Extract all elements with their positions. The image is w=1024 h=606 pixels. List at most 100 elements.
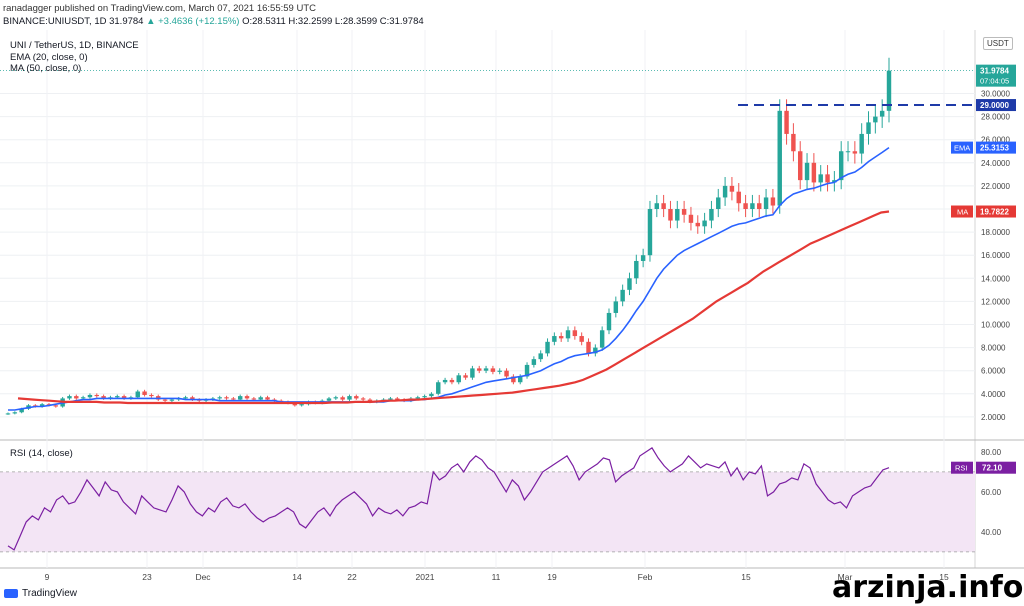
- candle: [558, 336, 564, 339]
- candle: [292, 403, 298, 406]
- time-tick-label: 9: [45, 572, 50, 582]
- time-tick-label: Mar: [838, 572, 853, 582]
- candle: [613, 301, 619, 313]
- legend-ema: EMA (20, close, 0): [10, 51, 88, 63]
- candle: [39, 404, 45, 407]
- candle: [545, 341, 550, 354]
- candle: [115, 396, 120, 398]
- time-tick-label: 15: [939, 572, 949, 582]
- candle: [709, 209, 714, 221]
- candle: [886, 70, 892, 111]
- candle: [251, 398, 257, 400]
- candle: [483, 368, 489, 371]
- candle: [695, 222, 700, 227]
- candle: [634, 260, 639, 279]
- candle: [688, 214, 694, 223]
- candle: [477, 368, 482, 371]
- candles: [5, 57, 892, 415]
- rsi-band: [0, 471, 975, 552]
- candle: [360, 398, 366, 400]
- rsi-tag-bg: [951, 461, 973, 474]
- candle: [429, 393, 434, 397]
- tradingview-logo[interactable]: TradingView: [4, 588, 77, 599]
- time-tick-label: Feb: [638, 572, 653, 582]
- time-tick-label: 22: [347, 572, 357, 582]
- candle: [804, 162, 810, 181]
- candle: [101, 396, 106, 399]
- candle: [743, 203, 748, 209]
- candle: [463, 375, 468, 378]
- candle: [750, 203, 755, 209]
- candle: [675, 209, 680, 221]
- candle: [565, 330, 571, 339]
- candle: [531, 359, 537, 365]
- candle: [647, 209, 653, 256]
- symbol-name: BINANCE:UNIUSDT, 1D: [3, 16, 107, 27]
- legend-ma: MA (50, close, 0): [10, 63, 82, 74]
- candle: [572, 330, 578, 337]
- last-price: 31.9784: [109, 16, 144, 27]
- candle: [825, 174, 830, 183]
- candle: [456, 375, 461, 383]
- candle: [87, 394, 93, 398]
- candle: [606, 312, 612, 331]
- candle: [599, 330, 605, 348]
- candle: [258, 397, 263, 400]
- candle: [67, 396, 72, 399]
- symbol-line: BINANCE:UNIUSDT, 1D 31.9784 ▲ +3.4636 (+…: [3, 16, 424, 27]
- candle: [524, 364, 530, 377]
- ma-line: [17, 210, 890, 405]
- time-tick-label: 11: [492, 572, 501, 582]
- candle: [231, 398, 236, 400]
- candle: [859, 133, 864, 154]
- candle: [722, 185, 728, 198]
- ma-badge: 19.7822: [980, 208, 1009, 217]
- legend-title: UNI / TetherUS, 1D, BINANCE: [10, 40, 139, 51]
- candle: [852, 151, 858, 154]
- rsi-badge-bg: [976, 461, 1016, 474]
- price-tick-label: 16.0000: [981, 251, 1010, 260]
- price-pane: [0, 30, 1024, 440]
- candle: [866, 122, 871, 134]
- rsi-line: [7, 447, 890, 551]
- candle: [552, 336, 557, 342]
- candle: [19, 408, 24, 413]
- candle: [668, 209, 673, 221]
- rsi-tick-label: 40.00: [981, 528, 1002, 537]
- candle: [504, 370, 509, 377]
- candle: [422, 396, 427, 398]
- candle: [149, 394, 154, 397]
- candle: [415, 397, 420, 399]
- candle: [224, 397, 229, 399]
- candle: [217, 397, 222, 399]
- price-tick-label: 8.0000: [981, 344, 1006, 353]
- currency-button[interactable]: USDT: [983, 37, 1013, 50]
- candle: [388, 398, 393, 400]
- candle: [497, 370, 502, 372]
- price-tick-label: 28.0000: [981, 113, 1010, 122]
- rsi-badge: 72.10: [982, 464, 1003, 473]
- candle: [627, 278, 632, 290]
- candle: [873, 116, 878, 123]
- hline-badge: 29.0000: [980, 101, 1009, 110]
- ma-tag-bg: [951, 205, 973, 218]
- price-tick-label: 4.0000: [981, 390, 1006, 399]
- candle: [716, 197, 721, 209]
- candle: [579, 336, 584, 342]
- ema-badge-bg: [976, 141, 1016, 154]
- ema-line: [8, 146, 890, 411]
- price-tick-label: 24.0000: [981, 159, 1010, 168]
- price-tick-label: 14.0000: [981, 274, 1010, 283]
- rsi-tick-label: 80.00: [981, 448, 1002, 457]
- candle: [326, 398, 332, 401]
- candle: [538, 353, 543, 360]
- price-tick-label: 12.0000: [981, 297, 1010, 306]
- candle: [80, 397, 86, 399]
- candle: [162, 399, 168, 401]
- candle: [436, 382, 441, 394]
- candle: [183, 397, 188, 399]
- candle: [5, 413, 11, 415]
- candle: [340, 397, 345, 400]
- site-watermark: arzinja.info: [832, 570, 1024, 605]
